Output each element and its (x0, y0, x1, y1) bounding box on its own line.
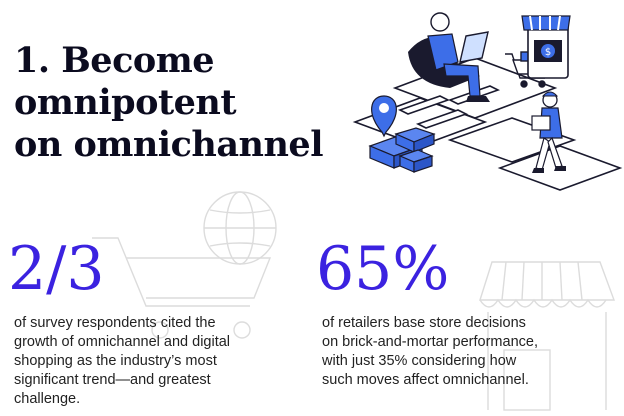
mobile-storefront: $ (521, 15, 571, 79)
globe-icon (203, 191, 277, 265)
storefront-icon (479, 261, 616, 411)
stat-description-retailers: of retailers base store decisions on bri… (322, 314, 612, 390)
cart-icon (92, 237, 272, 339)
stat-description-line: shopping as the industry’s most (14, 353, 217, 369)
stat-description-line: challenge. (14, 391, 81, 407)
parcel-boxes (368, 127, 436, 173)
stat-description-line: such moves affect omnichannel. (322, 372, 529, 388)
omnichannel-illustration: $ (352, 12, 623, 191)
stat-value-retailers: 65% (316, 234, 450, 304)
stat-description-line: of survey respondents cited the (14, 315, 216, 331)
page-title: 1. Become omnipotent on omnichannel (14, 40, 414, 166)
delivery-person (531, 91, 566, 173)
page-title-line-2: on omnichannel (14, 124, 324, 165)
page-title-line-1: 1. Become omnipotent (14, 40, 237, 123)
platforms (352, 57, 623, 191)
stat-description-line: significant trend—and greatest (14, 372, 211, 388)
svg-text:$: $ (545, 47, 551, 58)
stat-value-survey: 2/3 (8, 234, 105, 304)
stat-description-survey: of survey respondents cited the growth o… (14, 314, 284, 409)
stat-description-line: of retailers base store decisions (322, 315, 526, 331)
stat-description-line: with just 35% considering how (322, 353, 517, 369)
map-pin-icon (371, 95, 397, 138)
person-with-laptop (408, 12, 490, 102)
stat-description-line: on brick-and-mortar performance, (322, 334, 538, 350)
stat-description-line: growth of omnichannel and digital (14, 334, 231, 350)
